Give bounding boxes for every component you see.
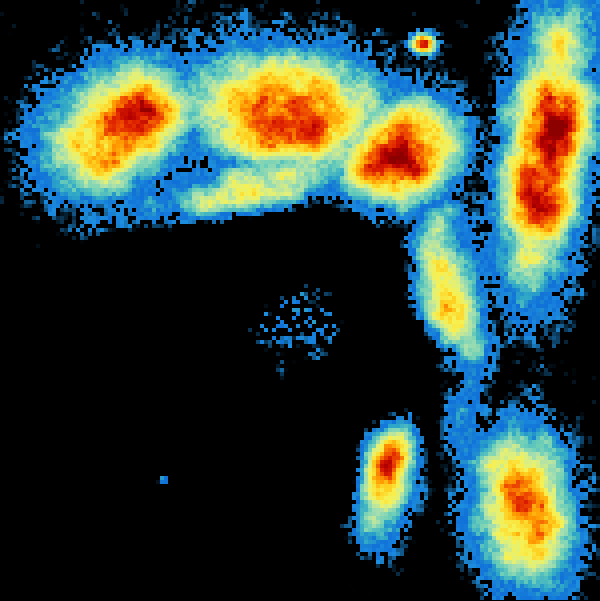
- radar-heatmap-canvas: [0, 0, 600, 600]
- radar-reflectivity-plot: Weather Radar Reflectivity Composite Ref…: [0, 0, 600, 600]
